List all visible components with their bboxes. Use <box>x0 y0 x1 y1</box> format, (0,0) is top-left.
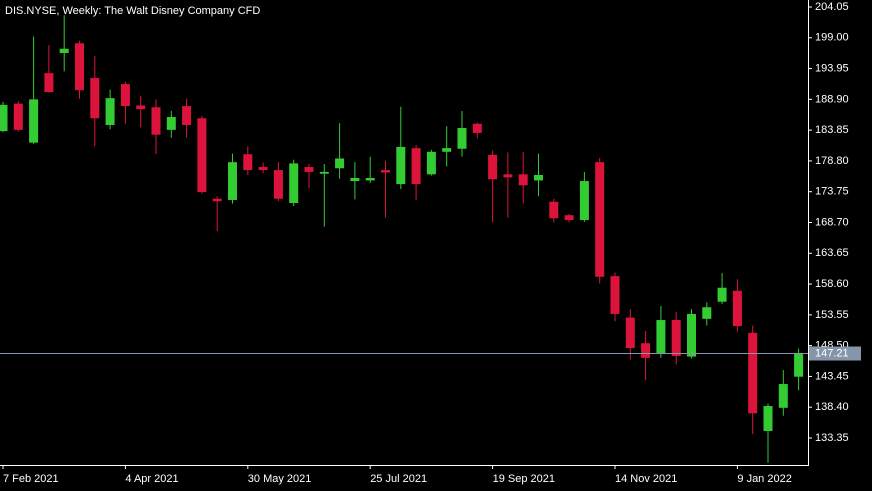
last-price-box <box>809 346 861 361</box>
candle-body <box>105 98 115 125</box>
candle-body <box>120 84 130 107</box>
candle-body <box>794 353 804 377</box>
candle-body <box>610 276 620 314</box>
x-tick-label: 14 Nov 2021 <box>615 473 677 485</box>
y-tick-label: 204.05 <box>815 1 849 13</box>
candle-body <box>671 320 681 357</box>
candle-body <box>534 174 543 181</box>
candle-body <box>702 307 712 319</box>
candle-body <box>717 287 727 302</box>
candle-body <box>29 99 39 143</box>
y-tick-label: 153.55 <box>815 309 849 321</box>
candle-body <box>687 313 696 357</box>
candle-body <box>732 290 742 327</box>
candle-body <box>243 154 253 171</box>
candle-body <box>564 215 574 221</box>
candle-body <box>579 181 589 221</box>
candle-body <box>472 123 482 133</box>
candle-body <box>258 167 268 171</box>
candle-body <box>0 104 8 132</box>
candle-body <box>763 405 773 431</box>
candle-body <box>365 178 375 181</box>
candle-body <box>518 174 528 186</box>
y-tick-label: 193.95 <box>815 62 849 74</box>
candle-body <box>778 384 788 408</box>
candle-body <box>488 154 498 180</box>
candle-body <box>350 178 360 182</box>
x-tick-label: 4 Apr 2021 <box>125 473 178 485</box>
candle-body <box>13 103 23 130</box>
x-tick-label: 9 Jan 2022 <box>737 473 791 485</box>
y-tick-label: 178.80 <box>815 155 849 167</box>
chart-title: DIS.NYSE, Weekly: The Walt Disney Compan… <box>5 5 260 17</box>
candle-body <box>595 162 605 277</box>
candle-body <box>166 117 176 130</box>
candle-body <box>335 158 345 169</box>
y-tick-label: 138.40 <box>815 401 849 413</box>
y-tick-label: 183.85 <box>815 124 849 136</box>
candle-body <box>59 48 69 54</box>
candle-body <box>641 343 651 358</box>
candle-body <box>457 128 467 149</box>
candle-body <box>90 78 100 119</box>
candle-body <box>182 106 192 125</box>
candle-body <box>228 162 237 200</box>
candle-body <box>381 170 390 173</box>
x-tick-label: 19 Sep 2021 <box>493 473 555 485</box>
y-tick-label: 188.90 <box>815 93 849 105</box>
y-tick-label: 199.00 <box>815 32 849 44</box>
candle-body <box>197 118 207 193</box>
last-price-label: 147.21 <box>815 347 849 359</box>
x-tick-label: 30 May 2021 <box>248 473 312 485</box>
candle-body <box>273 170 283 199</box>
candle-body <box>748 332 758 414</box>
y-tick-label: 158.60 <box>815 278 849 290</box>
candle-body <box>625 317 635 349</box>
candle-body <box>136 105 146 110</box>
candle-body <box>656 320 666 353</box>
candle-body <box>503 174 513 178</box>
x-tick-label: 7 Feb 2021 <box>3 473 59 485</box>
candle-body <box>319 171 329 174</box>
candle-body <box>75 43 84 91</box>
candle-body <box>396 146 406 185</box>
candle-body <box>304 167 314 172</box>
candle-body <box>426 151 436 175</box>
y-tick-label: 143.45 <box>815 370 849 382</box>
candle-body <box>44 73 54 93</box>
y-tick-label: 168.70 <box>815 216 849 228</box>
y-tick-label: 163.65 <box>815 247 849 259</box>
candle-body <box>212 198 222 202</box>
y-tick-label: 173.75 <box>815 186 849 198</box>
candle-body <box>442 148 452 152</box>
candle-body <box>289 163 299 203</box>
candle-body <box>411 148 421 185</box>
candle-body <box>549 201 559 219</box>
x-tick-label: 25 Jul 2021 <box>370 473 427 485</box>
candle-body <box>151 107 161 135</box>
y-tick-label: 133.35 <box>815 432 849 444</box>
